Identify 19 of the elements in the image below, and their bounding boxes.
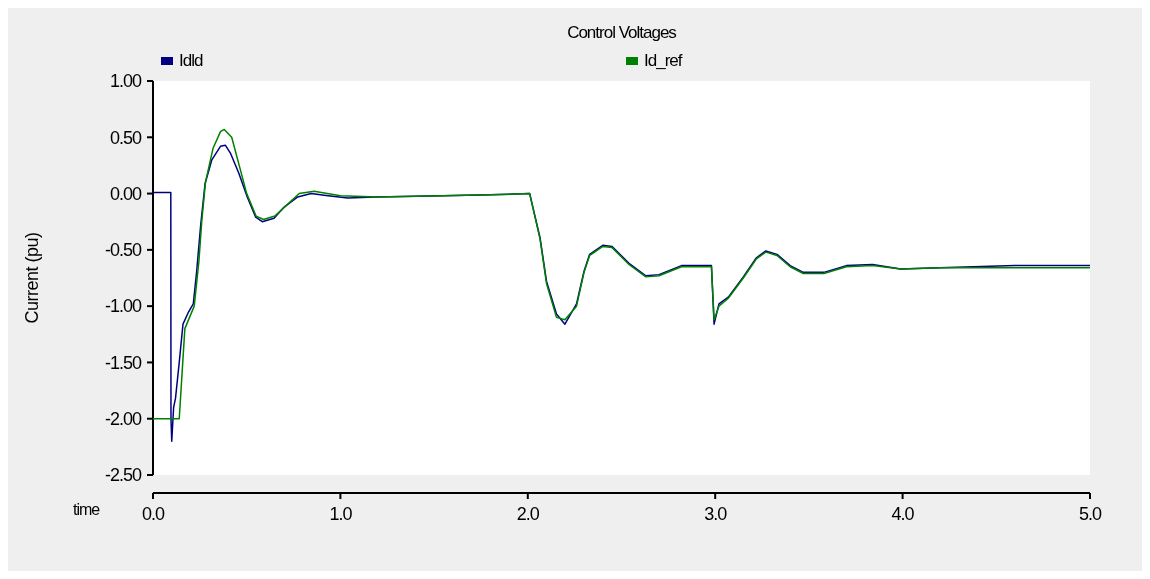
x-tick-label: 0.0: [141, 504, 165, 524]
y-tick-label: 0.50: [109, 127, 142, 148]
y-axis-title: Current (pu): [22, 232, 42, 324]
y-tick-label: -1.00: [104, 296, 142, 317]
y-tick-label: 0.00: [109, 183, 142, 204]
legend-label: Idld: [179, 51, 203, 70]
x-tick-label: 1.0: [329, 504, 353, 524]
chart-title: Control Voltages: [567, 23, 677, 42]
x-tick-label: 3.0: [704, 504, 728, 524]
y-tick-label: 1.00: [109, 71, 142, 92]
x-tick-label: 5.0: [1078, 504, 1102, 524]
x-tick-label: 4.0: [891, 504, 915, 524]
y-tick-label: -1.50: [104, 352, 142, 373]
legend-label: Id_ref: [644, 51, 683, 70]
y-tick-label: -2.50: [104, 465, 142, 486]
x-axis-title: time: [73, 501, 101, 518]
y-tick-label: -2.00: [104, 409, 142, 430]
y-tick-label: -0.50: [104, 240, 142, 261]
x-tick-label: 2.0: [516, 504, 540, 524]
